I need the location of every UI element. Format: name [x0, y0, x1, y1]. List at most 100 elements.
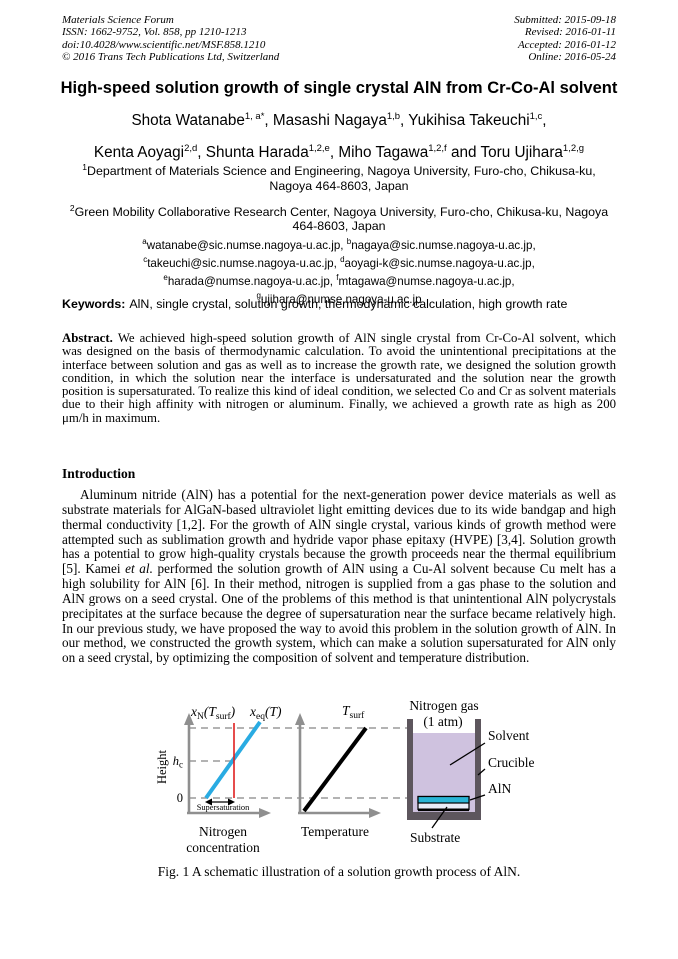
- supersaturation-arrow-left: [205, 798, 212, 806]
- journal-issn: ISSN: 1662-9752, Vol. 858, pp 1210-1213: [62, 26, 247, 39]
- abstract-text: We achieved high-speed solution growth o…: [62, 331, 616, 425]
- author-line-1: Shota Watanabe1, a*, Masashi Nagaya1,b, …: [0, 103, 678, 135]
- author-sep: ,: [329, 143, 339, 161]
- xeq-curve-label: xeq(T): [249, 704, 282, 722]
- affiliation-1: 1Department of Materials Science and Eng…: [62, 160, 616, 193]
- crucible-left-wall: [407, 719, 413, 820]
- height-axis-label: Height: [155, 749, 169, 784]
- keywords-label: Keywords:: [62, 297, 126, 311]
- author-list: Shota Watanabe1, a*, Masashi Nagaya1,b, …: [0, 103, 678, 166]
- author-name: Miho Tagawa: [338, 143, 429, 161]
- hc-tick-label: hc: [173, 754, 183, 770]
- affiliation-sup: 2: [69, 202, 75, 213]
- middle-y-axis-arrow: [295, 713, 305, 725]
- author-sup: 1, a*: [244, 111, 265, 122]
- email-sup: b: [346, 236, 352, 246]
- aln-label: AlN: [488, 781, 512, 796]
- author-sep: ,: [400, 112, 409, 130]
- email-address: ujihara@numse.nagoya-u.ac.jp: [260, 293, 422, 307]
- supersaturation-arrow-right: [228, 798, 235, 806]
- author-sep: ,: [264, 112, 273, 130]
- keywords-text: AlN, single crystal, solution growth, th…: [129, 297, 568, 311]
- crucible-bottom: [407, 812, 481, 820]
- aln-leader-line: [469, 794, 486, 801]
- crucible-right-wall: [475, 719, 481, 820]
- intro-etal: et al.: [125, 561, 153, 577]
- abstract-paragraph: Abstract. We achieved high-speed solution…: [62, 331, 616, 425]
- journal-name: Materials Science Forum: [62, 14, 174, 26]
- masthead: Materials Science Forum ISSN: 1662-9752,…: [62, 14, 616, 64]
- substrate-label: Substrate: [410, 830, 460, 845]
- solution-growth-schematic: Supersaturation Height hc 0 xN(Tsurf) xe…: [155, 698, 535, 855]
- substrate-leader-line: [431, 806, 448, 829]
- xn-curve-label: xN(Tsurf): [190, 704, 236, 722]
- supersaturation-label: Supersaturation: [197, 803, 250, 812]
- keywords-line: Keywords: AlN, single crystal, solution g…: [62, 297, 616, 311]
- left-x-axis-arrow: [259, 808, 271, 818]
- middle-x-axis-arrow: [369, 808, 381, 818]
- affiliation-text: Green Mobility Collaborative Research Ce…: [74, 205, 609, 234]
- email-address: takeuchi@sic.numse.nagoya-u.ac.jp: [147, 256, 334, 270]
- email-sep: ,: [531, 256, 535, 270]
- affiliation-sup: 1: [82, 162, 87, 172]
- author-name: Shunta Harada: [205, 143, 309, 161]
- author-name: Yukihisa Takeuchi: [408, 112, 530, 130]
- author-sup: 2,d: [184, 142, 198, 154]
- email-address: watanabe@sic.numse.nagoya-u.ac.jp: [146, 238, 341, 252]
- date-online: Online: 2016-05-24: [528, 51, 616, 64]
- author-sep: ,: [542, 112, 547, 130]
- introduction-heading: Introduction: [62, 466, 136, 481]
- date-submitted: Submitted: 2015-09-18: [514, 14, 616, 26]
- solvent-leader-line: [449, 742, 486, 766]
- email-block: awatanabe@sic.numse.nagoya-u.ac.jp, bnag…: [62, 235, 616, 308]
- journal-doi: doi:10.4028/www.scientific.net/MSF.858.1…: [62, 38, 266, 51]
- tsurf-label: Tsurf: [342, 703, 365, 721]
- nitrogen-gas-label-2: (1 atm): [423, 714, 462, 729]
- left-y-axis-arrow: [184, 713, 194, 725]
- email-sep: ,: [532, 238, 536, 252]
- author-sup: 1,2,f: [428, 142, 447, 154]
- author-sup: 1,c: [529, 111, 543, 122]
- page-title: High-speed solution growth of single cry…: [60, 79, 618, 97]
- author-name: Kenta Aoyagi: [93, 143, 185, 161]
- email-address: harada@numse.nagoya-u.ac.jp: [167, 275, 330, 289]
- email-sep: ,: [340, 238, 347, 252]
- submission-dates: Submitted: 2015-09-18 Revised: 2016-01-1…: [514, 14, 616, 64]
- journal-info: Materials Science Forum ISSN: 1662-9752,…: [62, 14, 279, 64]
- date-revised: Revised: 2016-01-11: [524, 26, 616, 39]
- abstract-label: Abstract.: [62, 331, 113, 345]
- date-accepted: Accepted: 2016-01-12: [517, 38, 616, 51]
- nitrogen-concentration-label-1: Nitrogen: [199, 824, 247, 839]
- author-line-2: Kenta Aoyagi2,d, Shunta Harada1,2,e, Mih…: [0, 135, 678, 167]
- email-sup: f: [336, 273, 339, 283]
- affiliation-text: Department of Materials Science and Engi…: [87, 164, 596, 193]
- email-sup: c: [143, 255, 148, 265]
- nitrogen-concentration-label-2: concentration: [186, 840, 260, 855]
- author-sup: 1,b: [386, 111, 401, 122]
- email-line: ctakeuchi@sic.numse.nagoya-u.ac.jp, daoy…: [62, 253, 616, 271]
- email-sup: a: [142, 236, 147, 246]
- zero-tick-label: 0: [177, 791, 183, 805]
- email-line: gujihara@numse.nagoya-u.ac.jp: [62, 289, 616, 307]
- email-address: nagaya@sic.numse.nagoya-u.ac.jp: [351, 238, 533, 252]
- journal-copyright: © 2016 Trans Tech Publications Ltd, Swit…: [62, 51, 280, 64]
- figure-caption: Fig. 1 A schematic illustration of a sol…: [157, 864, 521, 879]
- affiliation-2: 2Green Mobility Collaborative Research C…: [62, 201, 616, 234]
- figure-1: Supersaturation Height hc 0 xN(Tsurf) xe…: [90, 695, 620, 863]
- author-sup: 1,2,g: [562, 142, 585, 154]
- author-sep: and: [446, 143, 481, 161]
- tsurf-line: [302, 726, 368, 813]
- author-sup: 1,2,e: [308, 142, 330, 154]
- email-sup: e: [163, 273, 168, 283]
- email-sup: g: [256, 291, 261, 301]
- author-sep: ,: [197, 143, 206, 161]
- email-sup: d: [340, 255, 345, 265]
- email-address: mtagawa@numse.nagoya-u.ac.jp: [338, 275, 512, 289]
- email-line: awatanabe@sic.numse.nagoya-u.ac.jp, bnag…: [62, 235, 616, 253]
- author-name: Toru Ujihara: [480, 143, 563, 161]
- intro-text-2: performed the solution growth of AlN usi…: [62, 561, 616, 666]
- affiliations: 1Department of Materials Science and Eng…: [62, 160, 616, 308]
- author-name: Masashi Nagaya: [272, 112, 387, 130]
- nitrogen-gas-label-1: Nitrogen gas: [409, 698, 478, 713]
- crucible-label: Crucible: [488, 755, 535, 770]
